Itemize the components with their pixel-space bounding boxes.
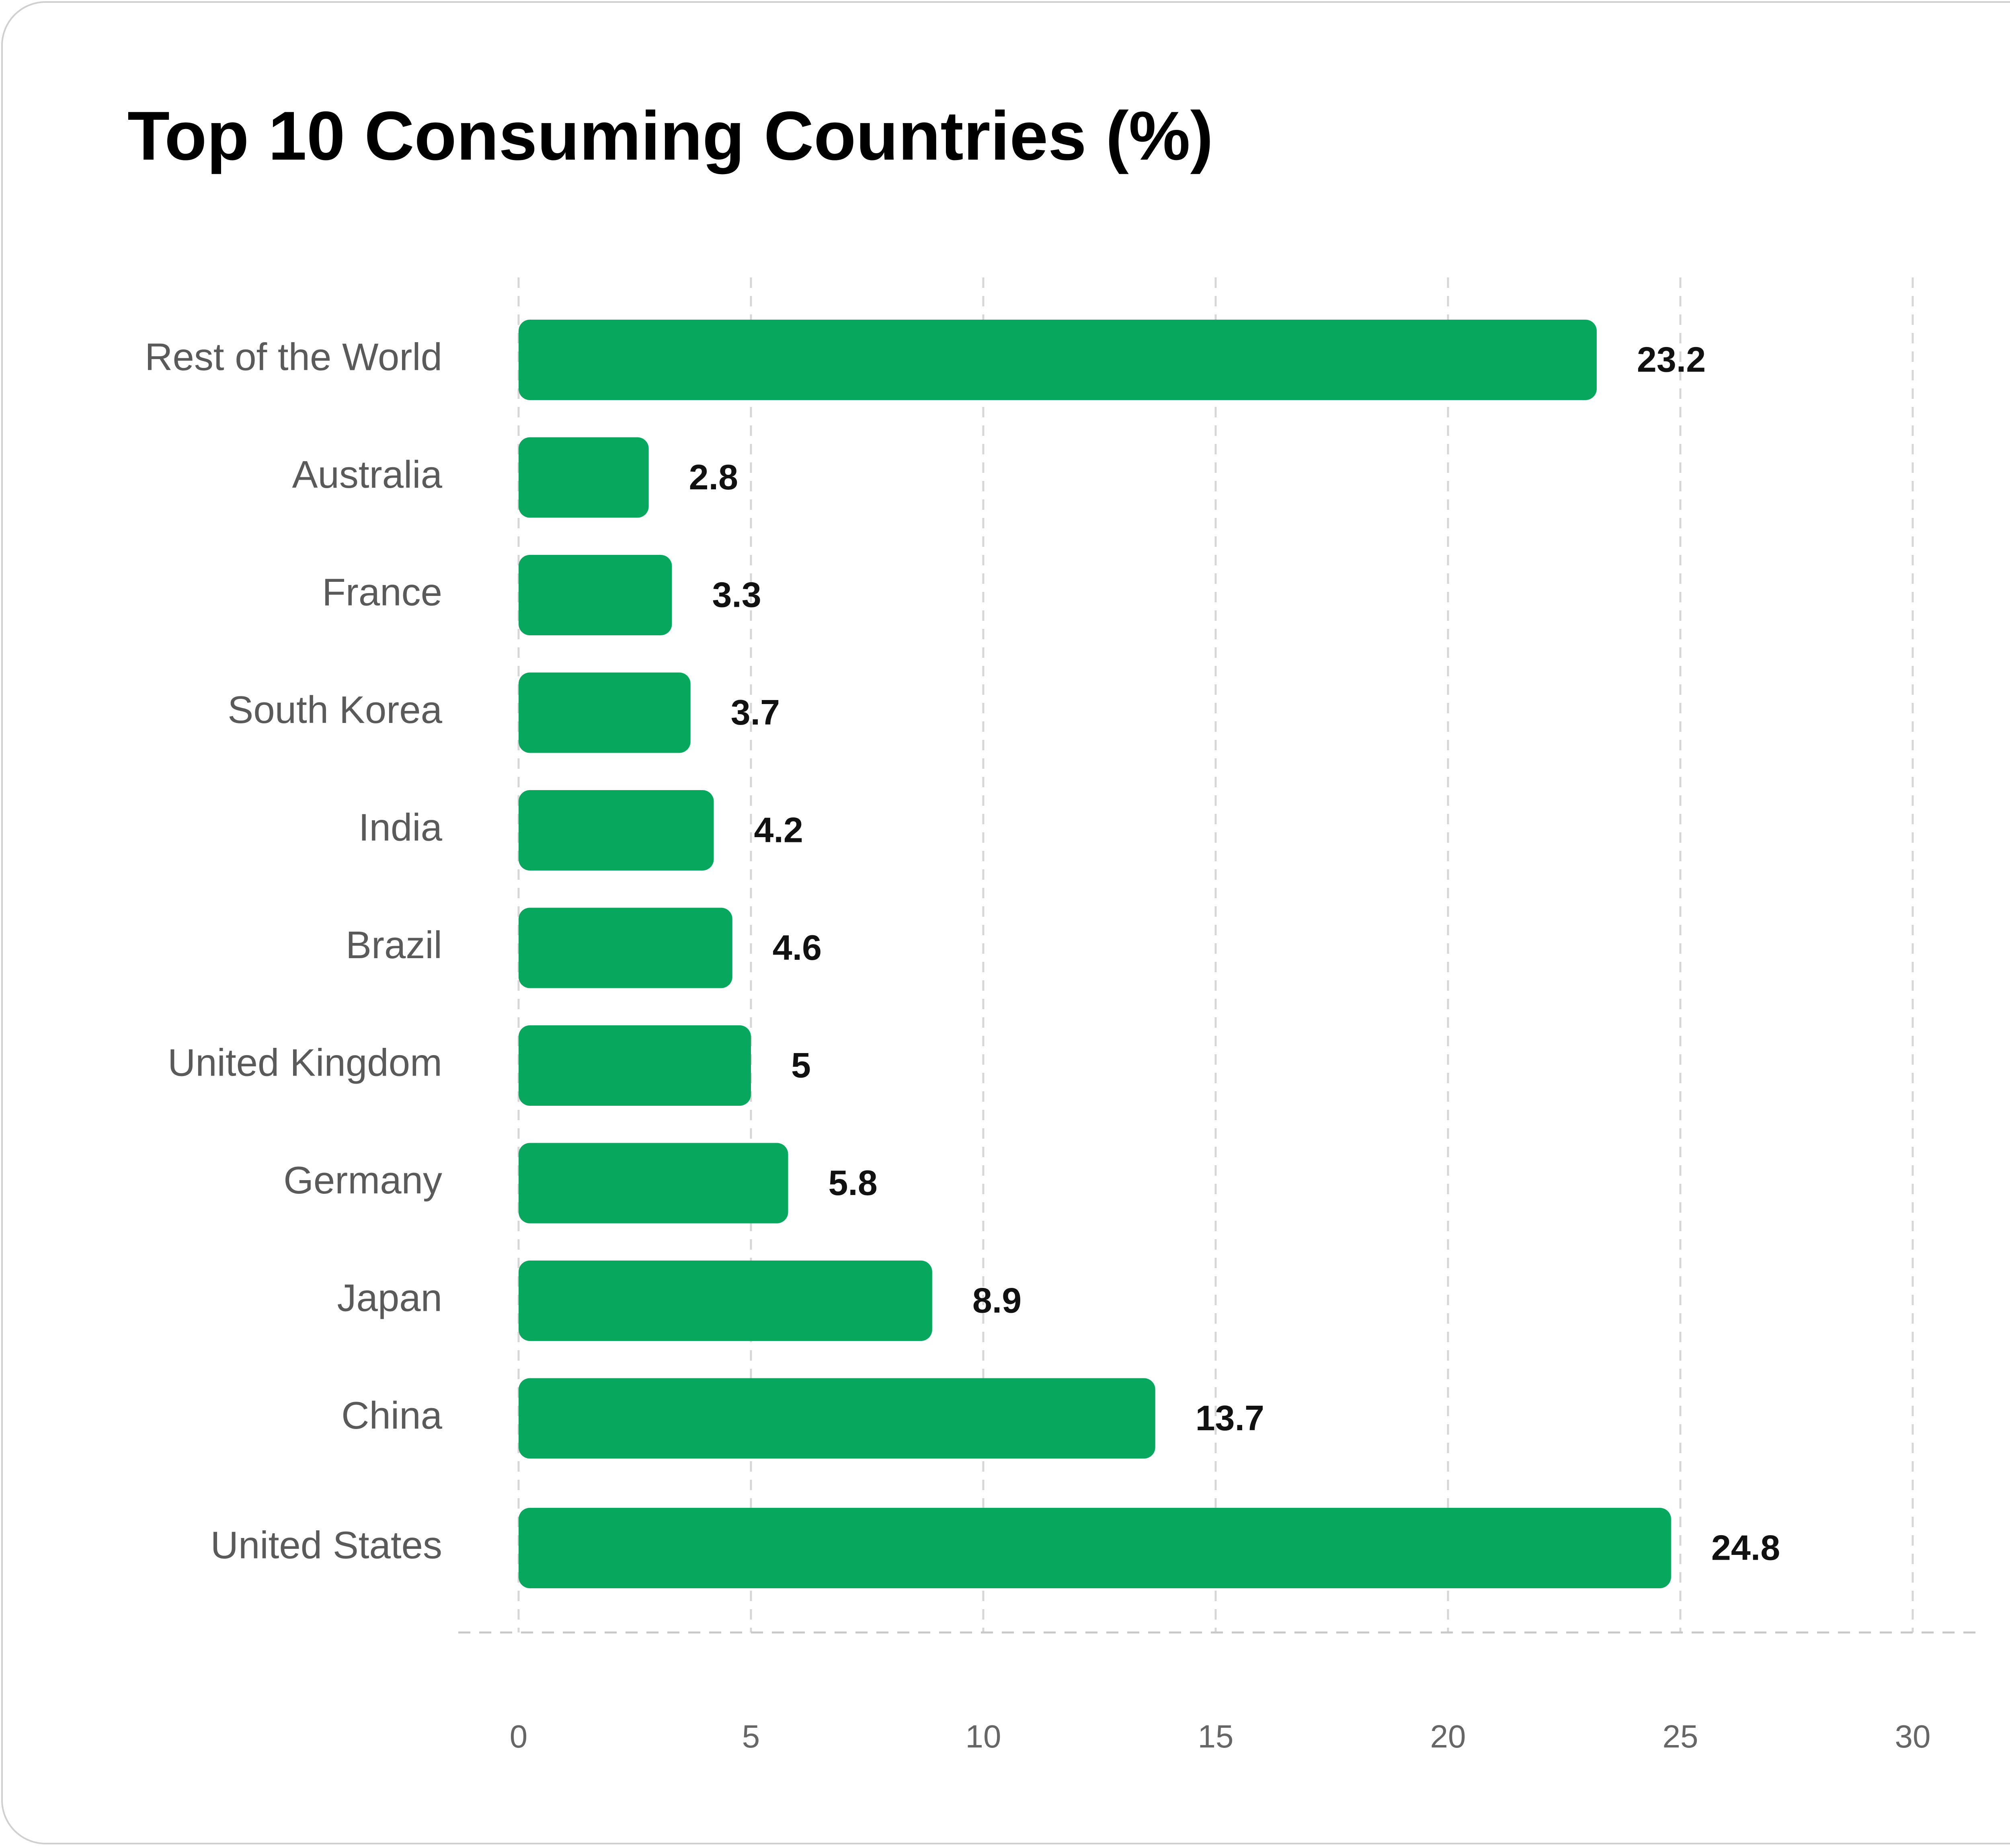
value-label: 3.3 — [712, 575, 761, 614]
bar — [519, 1261, 932, 1341]
value-label: 5.8 — [828, 1163, 877, 1203]
chart-title: Top 10 Consuming Countries (%) — [127, 97, 1214, 175]
value-label: 3.7 — [731, 692, 780, 732]
category-label: Brazil — [346, 924, 442, 967]
bars — [519, 320, 1671, 1588]
bar — [519, 1025, 751, 1106]
bar — [519, 908, 732, 988]
value-label: 24.8 — [1711, 1528, 1780, 1567]
bar — [519, 1378, 1155, 1459]
category-label: France — [322, 571, 442, 614]
category-label: Japan — [337, 1276, 442, 1319]
bar — [519, 1508, 1671, 1588]
category-label: Germany — [283, 1159, 442, 1202]
value-label: 5 — [791, 1045, 811, 1085]
bar — [519, 555, 672, 635]
x-tick-label: 15 — [1198, 1719, 1234, 1754]
x-tick-label: 5 — [742, 1719, 760, 1754]
category-label: Rest of the World — [145, 335, 442, 378]
category-label: China — [341, 1394, 442, 1437]
category-label: India — [359, 806, 443, 849]
value-label: 4.2 — [754, 810, 803, 850]
value-label: 4.6 — [773, 928, 822, 967]
bar — [519, 320, 1597, 400]
category-label: United Kingdom — [168, 1041, 442, 1084]
x-tick-label: 10 — [966, 1719, 1001, 1754]
bar — [519, 790, 714, 871]
value-label: 23.2 — [1637, 339, 1706, 379]
value-label: 13.7 — [1196, 1398, 1264, 1438]
bar — [519, 437, 649, 518]
value-label: 8.9 — [972, 1280, 1021, 1320]
category-label: United States — [211, 1524, 442, 1567]
x-tick-label: 25 — [1663, 1719, 1698, 1754]
x-tick-label: 20 — [1430, 1719, 1466, 1754]
bar — [519, 672, 691, 753]
labels: 0 5 10 15 20 25 30 23.2 Rest of the World 2.8 Aust… — [145, 335, 1930, 1754]
category-label: Australia — [292, 453, 443, 496]
x-tick-label: 30 — [1895, 1719, 1931, 1754]
bar — [519, 1143, 788, 1224]
x-tick-label: 0 — [510, 1719, 528, 1754]
category-label: South Korea — [228, 688, 442, 731]
value-label: 2.8 — [689, 457, 738, 497]
